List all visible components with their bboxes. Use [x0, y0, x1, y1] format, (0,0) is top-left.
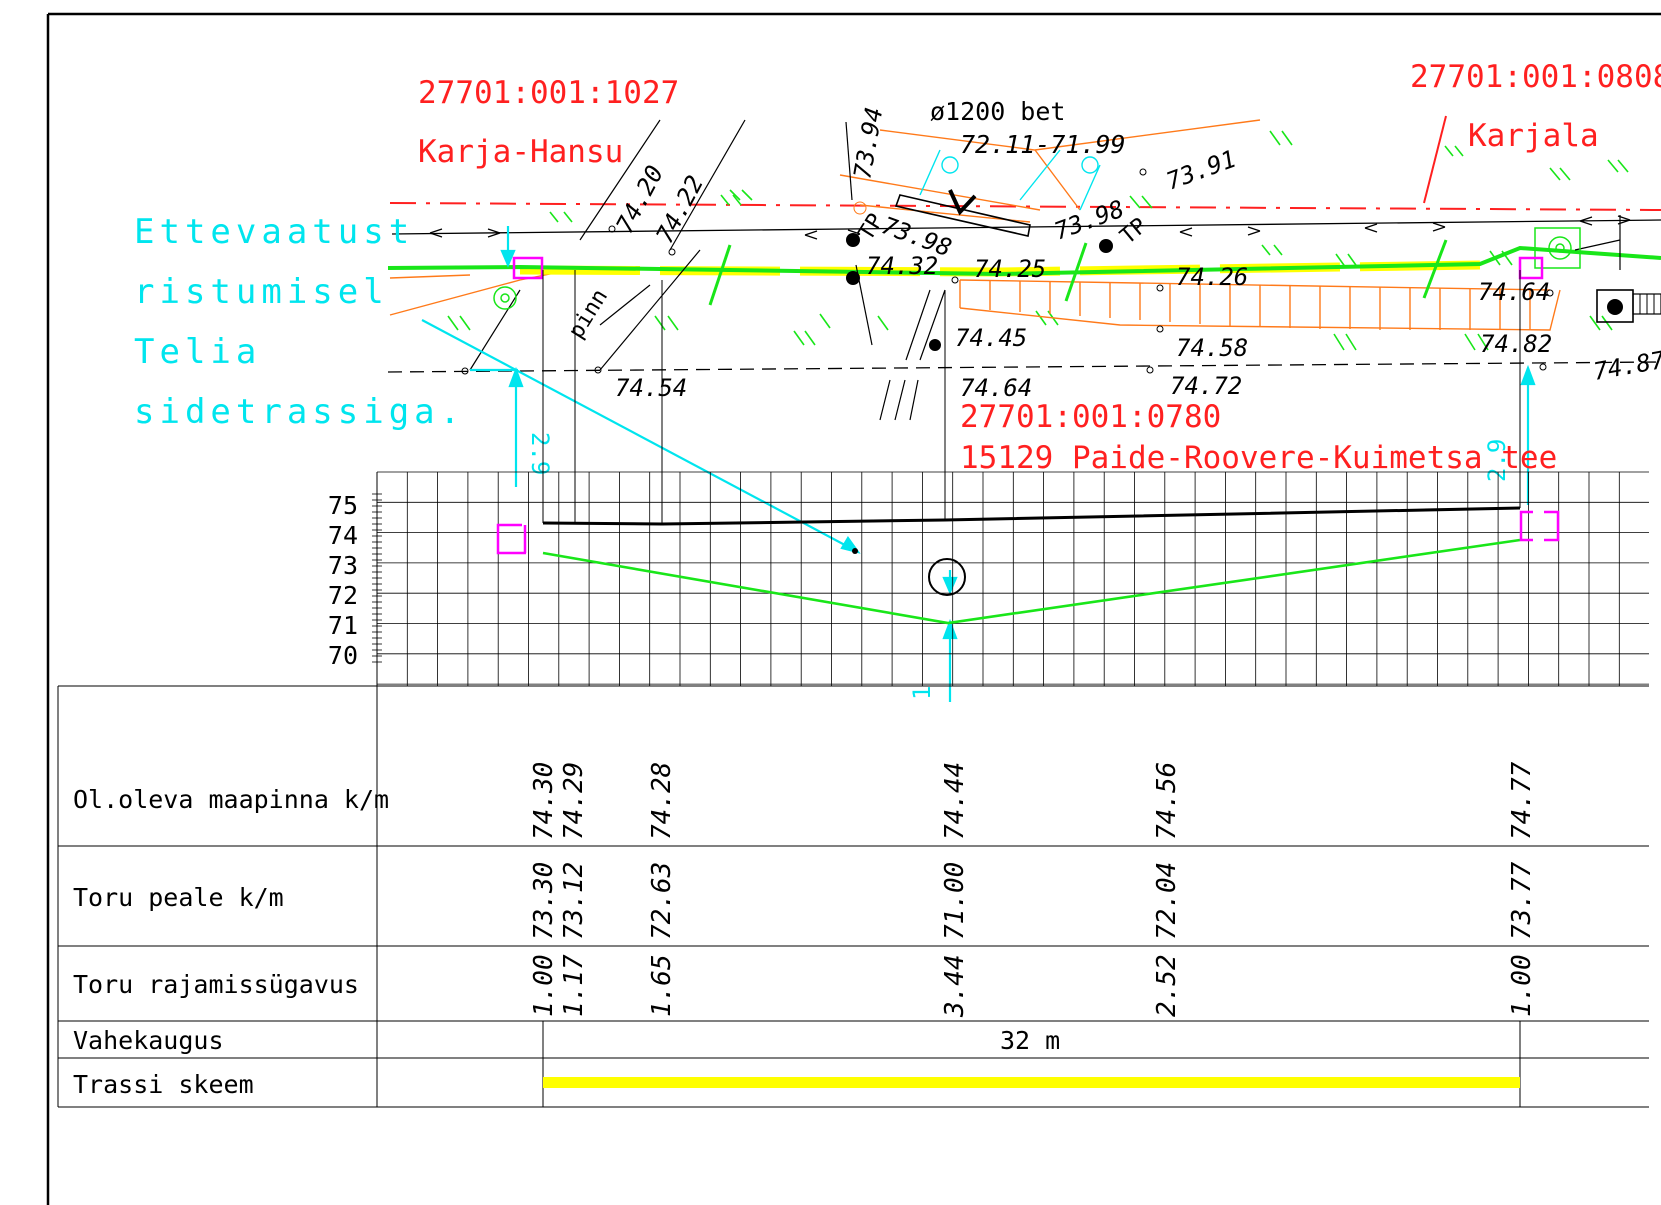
- row-label-pipe-top: Toru peale k/m: [73, 883, 284, 912]
- y-tick-73: 73: [328, 551, 358, 580]
- road-topography: [389, 119, 1561, 331]
- elev-73-91: 73.91: [1162, 145, 1239, 196]
- elev-74-45: 74.45: [955, 324, 1027, 352]
- y-tick-71: 71: [328, 611, 358, 640]
- pipe-profile-line: [542, 538, 1521, 625]
- pipe-val-6: 73.77: [1507, 861, 1537, 940]
- pipe-val-5: 72.04: [1152, 862, 1182, 940]
- ground-val-4: 74.44: [940, 762, 970, 840]
- elev-74-58: 74.58: [1176, 334, 1248, 362]
- caution-line-2: ristumisel: [134, 272, 389, 312]
- ground-val-5: 74.56: [1152, 762, 1182, 840]
- y-tick-70: 70: [328, 641, 358, 670]
- depth-val-1: 1.00: [529, 954, 559, 1017]
- elev-74-64-a: 74.64: [1478, 278, 1550, 306]
- pipe-plan-line: [387, 245, 1661, 277]
- depth-val-2: 1.17: [559, 954, 589, 1017]
- vegetation-hatching: [447, 130, 1629, 351]
- depth-val-5: 2.52: [1152, 954, 1182, 1017]
- caution-line-1: Ettevaatust: [134, 212, 414, 252]
- y-tick-74: 74: [328, 521, 358, 550]
- ground-val-6: 74.77: [1507, 761, 1537, 840]
- elev-74-26: 74.26: [1176, 263, 1248, 291]
- culvert-levels: 72.11-71.99: [960, 130, 1126, 159]
- row-label-scheme: Trassi skeem: [73, 1070, 254, 1099]
- road-edge-dimensions: [391, 215, 1661, 240]
- caution-line-3: Telia: [134, 332, 261, 372]
- elev-74-82: 74.82: [1480, 330, 1552, 358]
- profile-table: [57, 472, 1649, 1108]
- ground-val-3: 74.28: [647, 762, 677, 840]
- route-scheme-bar: [543, 1077, 1520, 1088]
- depth-val-6: 1.00: [1507, 954, 1537, 1017]
- telia-cable-line: [387, 361, 1661, 373]
- dim-left: 2.9: [526, 432, 554, 475]
- ground-val-1: 74.30: [529, 762, 559, 840]
- parcel-boundary-line: [389, 202, 1661, 211]
- pipe-val-2: 73.12: [559, 862, 589, 940]
- pinn-label: pinn: [564, 285, 613, 343]
- survey-points: [461, 168, 1623, 375]
- elev-74-32: 74.32: [866, 252, 938, 280]
- culvert-features: [919, 149, 1101, 211]
- dim-bottom: 1: [908, 686, 936, 700]
- ground-val-2: 74.29: [559, 762, 589, 840]
- survey-leader-lines: [469, 119, 1621, 421]
- plan-view: 27701:001:1027 Karja-Hansu 27701:001:080…: [134, 59, 1661, 702]
- depth-val-4: 3.44: [940, 954, 970, 1018]
- distance-value: 32 m: [1000, 1026, 1060, 1055]
- drawing-frame: [46, 12, 1661, 1205]
- parcel-left-name: Karja-Hansu: [418, 134, 623, 170]
- parcel-right-id: 27701:001:0808: [1410, 59, 1661, 95]
- dim-right: 2.9: [1483, 439, 1511, 482]
- elev-73-98-b: 73.98: [1050, 195, 1127, 246]
- manhole-markers-plan: [512, 256, 1544, 280]
- row-label-distance: Vahekaugus: [73, 1026, 224, 1055]
- elev-74-25: 74.25: [974, 255, 1046, 283]
- manholes-plan: [493, 227, 1581, 310]
- profile-lines: [496, 270, 1560, 625]
- elev-74-64-b: 74.64: [960, 374, 1032, 402]
- profile-grid: [372, 471, 1649, 686]
- culvert-crossing-symbol: [928, 558, 966, 596]
- row-label-ground: Ol.oleva maapinna k/m: [73, 785, 389, 814]
- culvert-label: ø1200 bet: [930, 97, 1065, 126]
- depth-val-3: 1.65: [647, 954, 677, 1017]
- parcel-left-id: 27701:001:1027: [418, 75, 679, 111]
- pipe-val-4: 71.00: [940, 862, 970, 940]
- profile-y-axis: 75 74 73 72 71 70: [328, 491, 358, 670]
- caution-line-4: sidetrassiga.: [134, 392, 465, 432]
- pipe-val-3: 72.63: [647, 862, 677, 940]
- culvert-pipe: [894, 189, 1031, 237]
- elev-73-94: 73.94: [848, 105, 888, 181]
- well-box: [1596, 289, 1661, 323]
- elev-74-54: 74.54: [615, 374, 687, 402]
- elev-74-72: 74.72: [1170, 372, 1242, 400]
- ground-profile-line: [542, 506, 1521, 526]
- parcel-right-name: Karjala: [1468, 118, 1599, 154]
- road-name: 15129 Paide-Roovere-Kuimetsa tee: [960, 440, 1557, 476]
- road-parcel-id: 27701:001:0780: [960, 399, 1221, 435]
- row-label-depth: Toru rajamissügavus: [73, 970, 359, 999]
- y-tick-75: 75: [328, 491, 358, 520]
- y-tick-72: 72: [328, 581, 358, 610]
- pipe-val-1: 73.30: [529, 862, 559, 940]
- elev-74-87: 74.87: [1591, 346, 1661, 386]
